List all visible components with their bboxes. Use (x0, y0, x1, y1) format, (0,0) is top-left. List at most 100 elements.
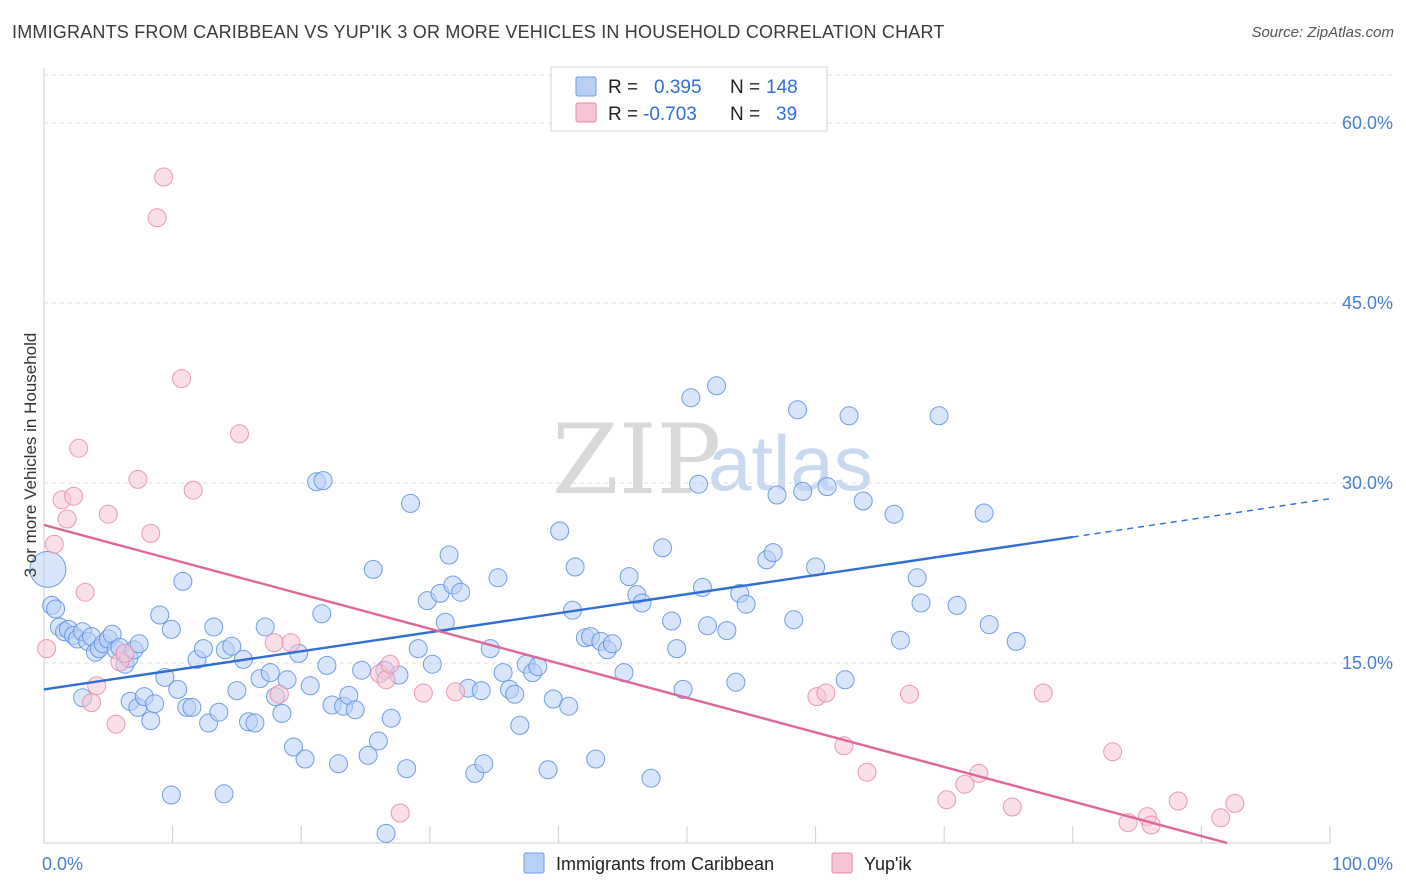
legend-box (550, 66, 828, 132)
point-yupik-22 (281, 633, 301, 653)
point-caribbean-63 (345, 700, 365, 720)
legend-n-label-yupik: N = (730, 104, 760, 125)
point-caribbean-136 (890, 630, 910, 650)
point-caribbean-133 (839, 406, 859, 426)
point-caribbean-120 (717, 621, 737, 641)
point-caribbean-60 (328, 754, 348, 774)
point-caribbean-73 (408, 639, 428, 659)
trend-line-caribbean (43, 535, 1073, 691)
point-caribbean-47 (255, 617, 275, 637)
legend-r-value-caribbean: 0.395 (654, 77, 702, 98)
point-caribbean-99 (565, 557, 585, 577)
legend-r-label-yupik: R = (608, 104, 638, 125)
point-yupik-0 (37, 639, 57, 659)
point-yupik-17 (172, 369, 192, 389)
point-caribbean-144 (313, 471, 333, 491)
point-caribbean-139 (929, 406, 949, 426)
trend-line-extension-caribbean (1072, 497, 1331, 538)
point-yupik-25 (380, 654, 400, 674)
point-caribbean-110 (641, 768, 661, 788)
point-yupik-32 (857, 762, 877, 782)
point-caribbean-96 (550, 521, 570, 541)
point-caribbean-131 (817, 477, 837, 497)
point-yupik-44 (1211, 808, 1231, 828)
point-yupik-34 (937, 790, 957, 810)
series-1-points (37, 167, 1245, 835)
point-yupik-38 (1033, 683, 1053, 703)
point-caribbean-146 (161, 785, 181, 805)
point-caribbean-72 (401, 493, 421, 513)
point-caribbean-69 (381, 708, 401, 728)
bottom-legend-swatch-caribbean (523, 852, 545, 874)
point-caribbean-126 (767, 485, 787, 505)
points-layer (29, 167, 1245, 843)
point-yupik-3 (57, 509, 77, 529)
point-caribbean-31 (168, 679, 188, 699)
point-yupik-6 (75, 582, 95, 602)
point-yupik-12 (115, 643, 135, 663)
point-caribbean-54 (295, 749, 315, 769)
point-caribbean-89 (505, 684, 525, 704)
point-caribbean-143 (1006, 631, 1026, 651)
point-caribbean-66 (363, 559, 383, 579)
point-caribbean-140 (947, 595, 967, 615)
bottom-legend-label-caribbean: Immigrants from Caribbean (556, 854, 774, 874)
point-caribbean-125 (763, 543, 783, 563)
point-caribbean-64 (352, 660, 372, 680)
point-caribbean-132 (835, 670, 855, 690)
point-caribbean-26 (141, 711, 161, 731)
watermark-atlas: atlas (708, 419, 873, 507)
chart-title: IMMIGRANTS FROM CARIBBEAN VS YUP'IK 3 OR… (12, 22, 945, 42)
point-yupik-43 (1168, 791, 1188, 811)
x-tick-label-0: 0.0% (42, 854, 83, 874)
point-caribbean-116 (689, 474, 709, 494)
point-yupik-7 (82, 693, 102, 713)
point-caribbean-123 (736, 594, 756, 614)
point-caribbean-127 (784, 610, 804, 630)
y-axis-title: 3 or more Vehicles in Household (21, 333, 40, 578)
point-caribbean-135 (884, 504, 904, 524)
bottom-legend: Immigrants from Caribbean Yup'ik (523, 852, 912, 874)
point-yupik-1 (44, 534, 64, 554)
grid-layer (44, 74, 1392, 664)
y-tick-label-60: 60.0% (1342, 113, 1393, 133)
point-yupik-21 (269, 684, 289, 704)
point-caribbean-95 (543, 689, 563, 709)
point-caribbean-86 (488, 568, 508, 588)
point-caribbean-83 (474, 754, 494, 774)
point-caribbean-142 (979, 615, 999, 635)
legend-r-label-caribbean: R = (608, 77, 638, 98)
point-caribbean-65 (358, 745, 378, 765)
point-yupik-27 (413, 683, 433, 703)
point-caribbean-105 (602, 634, 622, 654)
point-caribbean-114 (673, 679, 693, 699)
legend-n-label-caribbean: N = (730, 77, 760, 98)
point-caribbean-71 (397, 759, 417, 779)
axes-layer (43, 68, 1331, 844)
point-caribbean-32 (173, 571, 193, 591)
trend-layer (43, 497, 1331, 845)
point-caribbean-147 (214, 784, 234, 804)
point-caribbean-80 (451, 582, 471, 602)
point-caribbean-39 (209, 702, 229, 722)
point-yupik-16 (154, 167, 174, 187)
point-caribbean-2 (46, 599, 66, 619)
point-caribbean-138 (911, 593, 931, 613)
point-caribbean-21 (129, 634, 149, 654)
point-caribbean-0 (29, 550, 67, 588)
point-caribbean-115 (681, 388, 701, 408)
point-caribbean-113 (667, 639, 687, 659)
point-caribbean-128 (788, 400, 808, 420)
point-yupik-35 (955, 774, 975, 794)
point-caribbean-48 (260, 663, 280, 683)
point-caribbean-87 (493, 663, 513, 683)
point-caribbean-77 (435, 612, 455, 632)
point-caribbean-67 (368, 731, 388, 751)
point-caribbean-102 (586, 749, 606, 769)
point-caribbean-57 (312, 604, 332, 624)
point-yupik-37 (1002, 797, 1022, 817)
point-yupik-33 (899, 684, 919, 704)
top-legend: R = 0.395 N = 148 R = -0.703 N = 39 (550, 66, 828, 132)
point-caribbean-84 (471, 681, 491, 701)
point-yupik-19 (229, 424, 249, 444)
